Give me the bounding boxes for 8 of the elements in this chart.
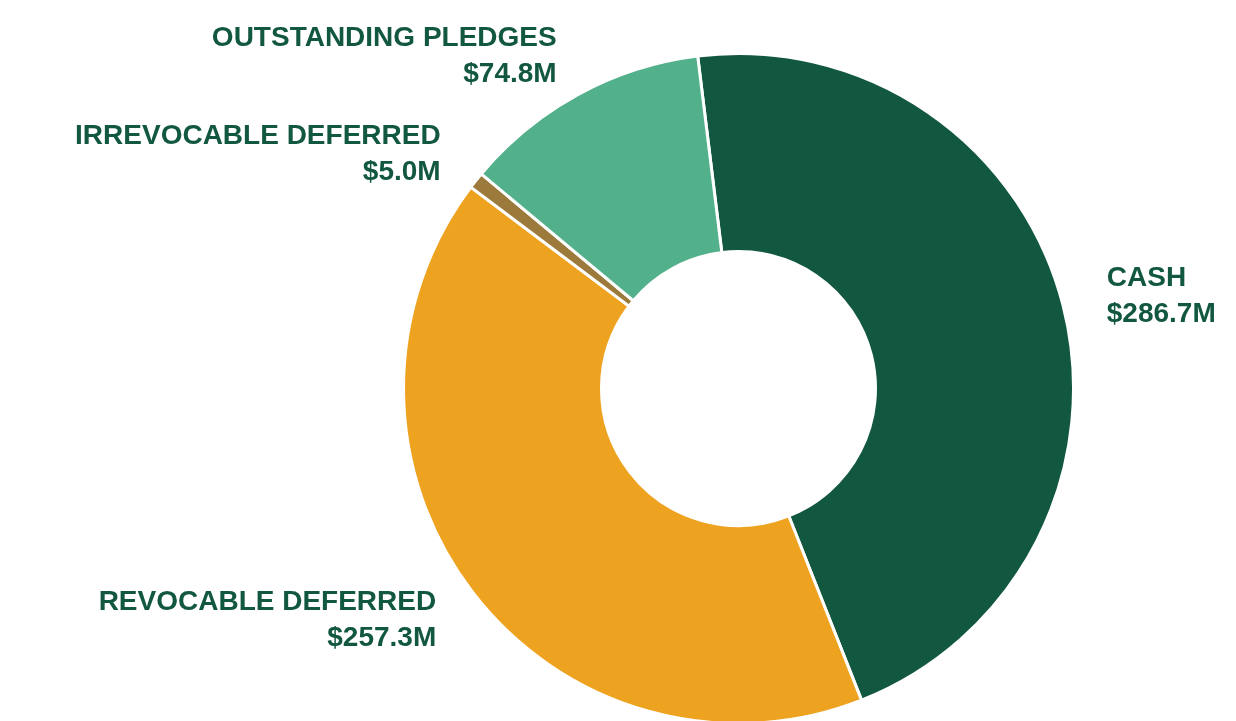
slice-label: IRREVOCABLE DEFERRED bbox=[75, 119, 441, 151]
slice-label: OUTSTANDING PLEDGES bbox=[211, 21, 557, 53]
data-label: $74.8M bbox=[463, 57, 557, 89]
slice-label: REVOCABLE DEFERRED bbox=[98, 585, 437, 617]
data-label: $5.0M bbox=[362, 155, 441, 187]
data-label: $286.7M bbox=[1106, 297, 1216, 329]
data-label: $257.3M bbox=[327, 621, 437, 653]
slice-label: CASH bbox=[1106, 261, 1187, 293]
